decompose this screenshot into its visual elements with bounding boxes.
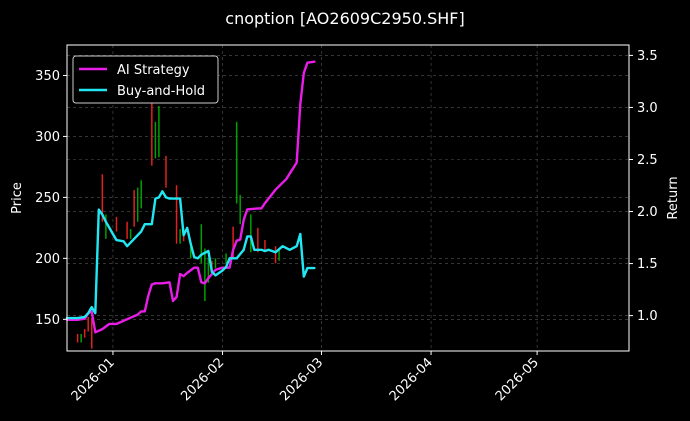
y-axis-left-title: Price <box>10 182 25 214</box>
legend-box <box>72 55 219 104</box>
series-line-buy-and-hold <box>65 190 316 320</box>
legend: AI Strategy Buy-and-Hold <box>72 55 219 104</box>
y-right-tick-label: 1.0 <box>637 309 658 324</box>
y-tick-label: 350 <box>35 69 60 84</box>
y-right-tick-label: 1.5 <box>637 257 658 272</box>
line-series <box>65 60 316 334</box>
chart-title: cnoption [AO2609C2950.SHF] <box>225 9 464 28</box>
y-tick-label: 200 <box>35 252 60 267</box>
y-axis-right-ticks: 1.0 1.5 2.0 2.5 3.0 3.5 <box>629 49 658 324</box>
y-tick-label: 300 <box>35 130 60 145</box>
legend-label-ai-strategy: AI Strategy <box>117 63 190 78</box>
y-tick-label: 250 <box>35 191 60 206</box>
legend-label-buy-and-hold: Buy-and-Hold <box>117 84 205 99</box>
y-axis-right-title: Return <box>666 176 681 219</box>
y-right-tick-label: 3.5 <box>637 49 658 64</box>
grid <box>67 45 629 351</box>
plot-frame <box>66 44 630 352</box>
y-right-tick-label: 2.5 <box>637 153 658 168</box>
y-right-tick-label: 3.0 <box>637 101 658 116</box>
y-right-tick-label: 2.0 <box>637 205 658 220</box>
y-tick-label: 150 <box>35 313 60 328</box>
series-line-ai-strategy <box>65 60 316 334</box>
y-axis-left-ticks: 150 200 250 300 350 <box>35 69 67 328</box>
